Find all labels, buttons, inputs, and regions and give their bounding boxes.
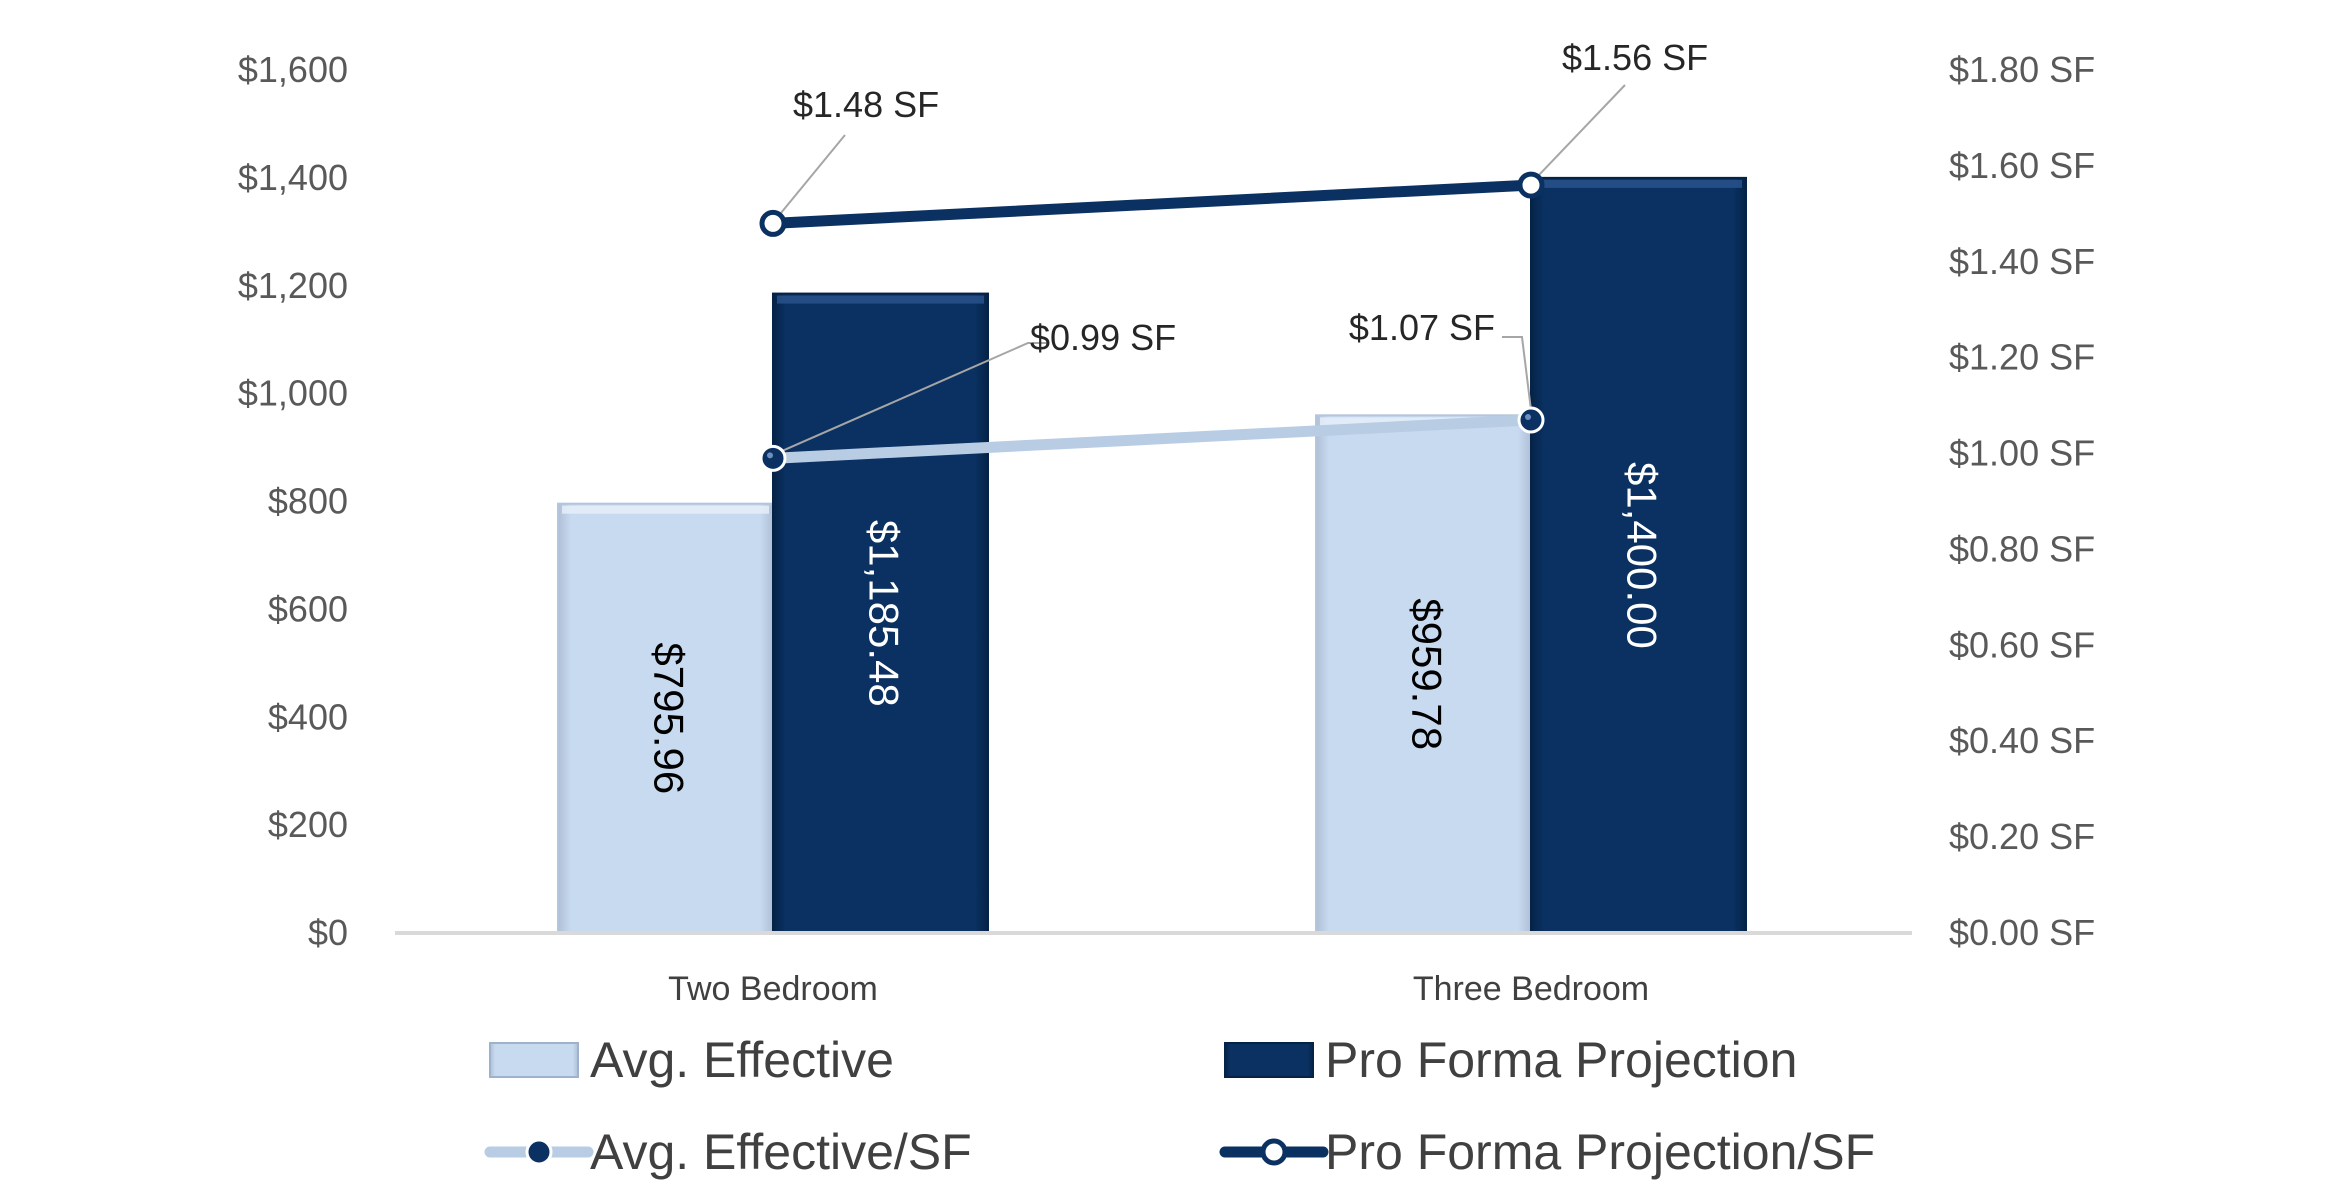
bar: [1315, 414, 1532, 934]
line-data-label: $1.07 SF: [1349, 307, 1495, 348]
line-data-label: $1.48 SF: [793, 84, 939, 125]
right-tick-label: $0.20 SF: [1949, 816, 2095, 857]
bar: [557, 502, 774, 934]
legend-label: Pro Forma Projection: [1325, 1032, 1797, 1088]
lines: $0.99 SF $1.07 SF $1.48 SF $1.56 SF: [759, 37, 1708, 472]
right-tick-label: $0.00 SF: [1949, 912, 2095, 953]
leader-line: [778, 342, 1048, 454]
legend-label: Avg. Effective: [590, 1032, 894, 1088]
left-tick-label: $600: [268, 588, 348, 629]
bar-bevel: [777, 295, 984, 304]
left-tick-label: $1,600: [238, 49, 348, 90]
right-tick-label: $0.80 SF: [1949, 528, 2095, 569]
legend-swatch: [489, 1042, 579, 1078]
right-tick-label: $1.20 SF: [1949, 337, 2095, 378]
bar: [772, 292, 989, 934]
bar-data-label: $1,400.00: [1618, 462, 1665, 649]
line-data-label: $0.99 SF: [1030, 317, 1176, 358]
legend-item: Avg. Effective: [489, 1032, 894, 1088]
leader-line: [778, 134, 846, 217]
bar-data-label: $795.96: [645, 642, 692, 794]
legend: Avg. Effective Pro Forma Projection Avg. E…: [484, 1032, 1875, 1180]
bars: $795.96 $959.78 $1,185.48 $1,400.00: [557, 176, 1747, 934]
line-point: [759, 209, 787, 237]
right-tick-label: $1.80 SF: [1949, 49, 2095, 90]
legend-label: Pro Forma Projection/SF: [1325, 1124, 1875, 1180]
legend-item: Pro Forma Projection: [1224, 1032, 1797, 1088]
bar-data-label: $1,185.48: [860, 520, 907, 707]
line-point-highlight: [767, 452, 773, 459]
right-tick-label: $1.00 SF: [1949, 433, 2095, 474]
left-tick-label: $0: [308, 912, 348, 953]
right-tick-label: $0.60 SF: [1949, 624, 2095, 665]
right-axis-ticks: $0.00 SF $0.20 SF $0.40 SF $0.60 SF $0.80 SF…: [1949, 49, 2095, 953]
left-tick-label: $400: [268, 696, 348, 737]
leader-line: [1536, 84, 1626, 178]
legend-item: Pro Forma Projection/SF: [1219, 1124, 1875, 1180]
category-label: Three Bedroom: [1413, 970, 1649, 1008]
left-axis-ticks: $0 $200 $400 $600 $800 $1,000 $1,200 $1,400 $1,6…: [238, 49, 348, 953]
right-tick-label: $0.40 SF: [1949, 720, 2095, 761]
bar-bevel: [1535, 179, 1742, 188]
legend-marker: [525, 1138, 553, 1166]
series-line: [767, 179, 1537, 229]
category-label: Two Bedroom: [668, 970, 878, 1008]
category-labels: Two Bedroom Three Bedroom: [668, 970, 1649, 1008]
legend-label: Avg. Effective/SF: [590, 1124, 972, 1180]
legend-swatch: [1224, 1042, 1314, 1078]
right-tick-label: $1.60 SF: [1949, 145, 2095, 186]
left-tick-label: $1,000: [238, 373, 348, 414]
line-data-label: $1.56 SF: [1562, 37, 1708, 78]
line-point: [759, 444, 787, 472]
left-tick-label: $200: [268, 804, 348, 845]
line-point: [1517, 406, 1545, 434]
left-tick-label: $1,200: [238, 265, 348, 306]
leader-line: [1502, 336, 1532, 411]
left-tick-label: $800: [268, 481, 348, 522]
right-tick-label: $1.40 SF: [1949, 241, 2095, 282]
left-tick-label: $1,400: [238, 157, 348, 198]
bar-bevel: [562, 505, 769, 514]
legend-item: Avg. Effective/SF: [484, 1124, 972, 1180]
line-point-highlight: [1525, 413, 1531, 420]
line-point: [1517, 171, 1545, 199]
series-line: [767, 414, 1537, 464]
bar-data-label: $959.78: [1403, 598, 1450, 750]
legend-marker: [1260, 1138, 1288, 1166]
